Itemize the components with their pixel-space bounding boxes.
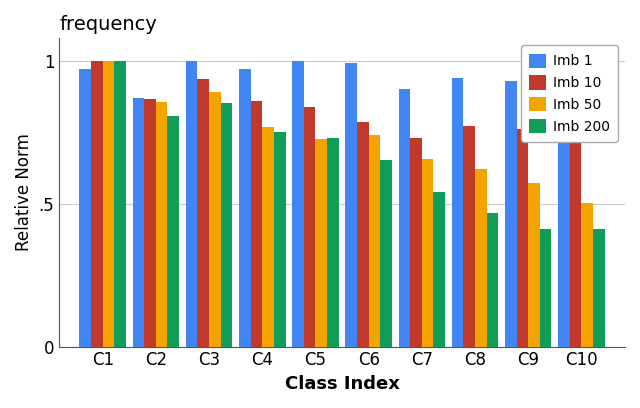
Bar — [558, 87, 570, 346]
Bar — [115, 61, 126, 346]
Bar — [486, 213, 499, 346]
Bar — [102, 61, 115, 346]
Bar — [91, 61, 102, 346]
Bar — [168, 116, 179, 346]
Bar — [198, 79, 209, 346]
Bar — [262, 127, 274, 346]
Bar — [505, 80, 516, 346]
Bar — [292, 61, 304, 346]
X-axis label: Class Index: Class Index — [285, 375, 399, 393]
Bar — [156, 102, 168, 346]
Bar — [570, 143, 582, 346]
Bar — [221, 103, 232, 346]
Bar — [79, 69, 91, 346]
Bar — [540, 229, 552, 346]
Bar — [475, 169, 486, 346]
Bar — [399, 89, 410, 346]
Text: frequency: frequency — [59, 15, 157, 34]
Legend: Imb 1, Imb 10, Imb 50, Imb 200: Imb 1, Imb 10, Imb 50, Imb 200 — [521, 45, 618, 142]
Bar — [316, 139, 327, 346]
Y-axis label: Relative Norm: Relative Norm — [15, 133, 33, 251]
Bar — [132, 98, 144, 346]
Bar — [433, 192, 445, 346]
Bar — [422, 159, 433, 346]
Bar — [186, 61, 198, 346]
Bar — [369, 135, 380, 346]
Bar — [304, 107, 316, 346]
Bar — [209, 92, 221, 346]
Bar — [239, 69, 251, 346]
Bar — [452, 78, 463, 346]
Bar — [274, 132, 285, 346]
Bar — [516, 129, 528, 346]
Bar — [144, 99, 156, 346]
Bar — [346, 63, 357, 346]
Bar — [357, 122, 369, 346]
Bar — [528, 183, 540, 346]
Bar — [582, 203, 593, 346]
Bar — [410, 137, 422, 346]
Bar — [593, 229, 605, 346]
Bar — [463, 126, 475, 346]
Bar — [327, 137, 339, 346]
Bar — [380, 160, 392, 346]
Bar — [251, 100, 262, 346]
